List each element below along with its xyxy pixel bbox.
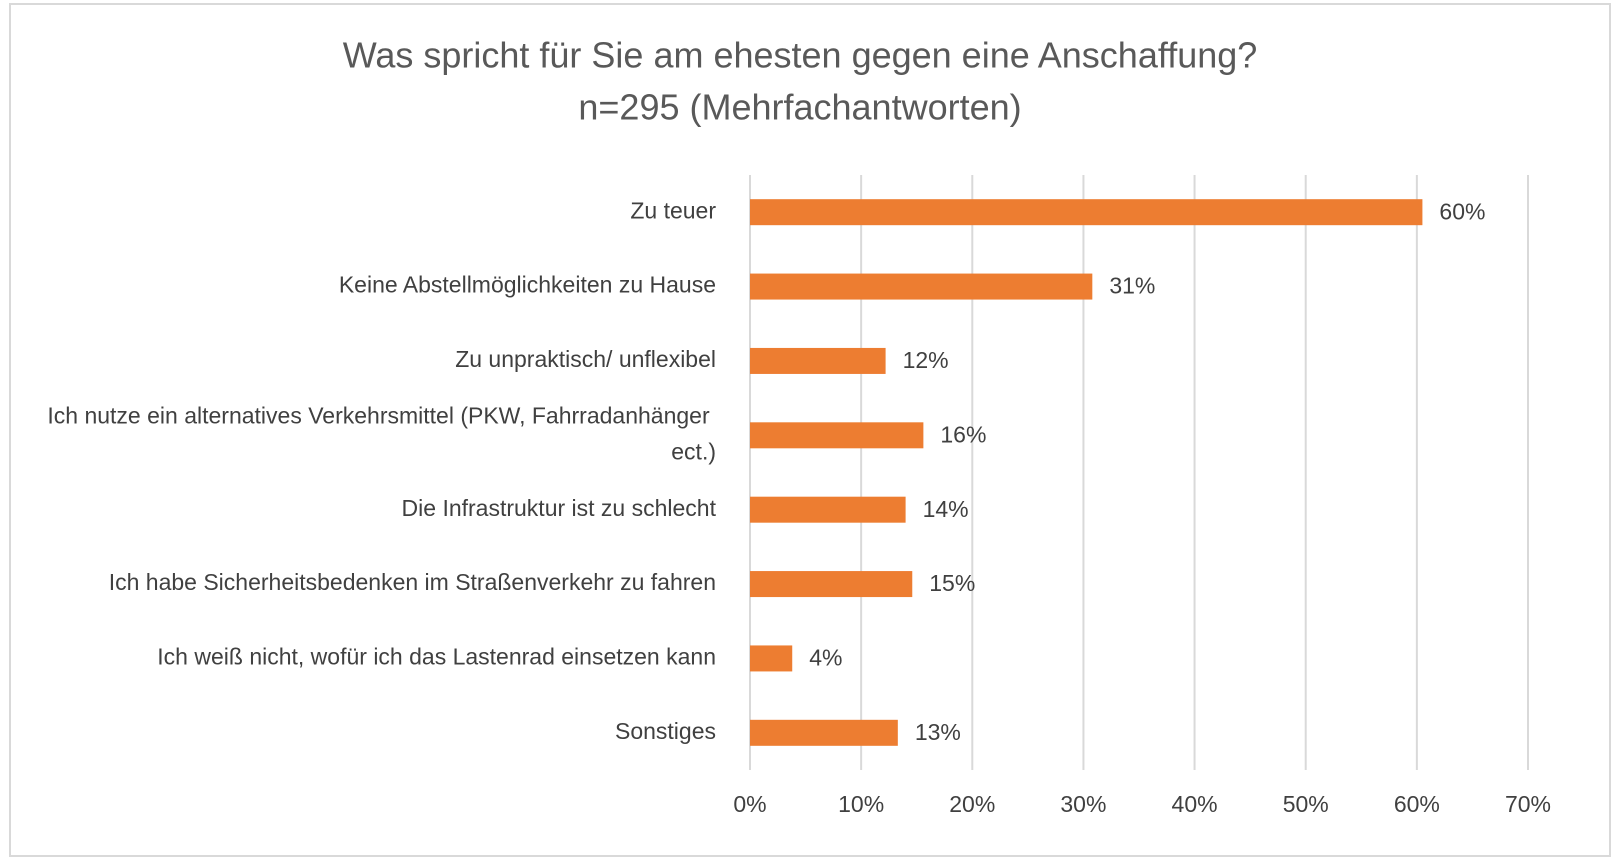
bar [750, 273, 1093, 300]
data-label: 14% [923, 496, 969, 522]
y-tick-label: Ich habe Sicherheitsbedenken im Straßenv… [109, 569, 716, 595]
x-tick-label: 40% [1172, 791, 1218, 817]
y-tick-label: Keine Abstellmöglichkeiten zu Hause [339, 272, 716, 298]
bar [750, 347, 886, 374]
data-label: 16% [940, 421, 986, 447]
bar [750, 719, 898, 746]
x-tick-label: 70% [1505, 791, 1551, 817]
data-label: 4% [809, 645, 842, 671]
data-label: 60% [1439, 198, 1485, 224]
data-label: 31% [1109, 273, 1155, 299]
y-tick-label: Die Infrastruktur ist zu schlecht [402, 495, 717, 521]
x-tick-label: 60% [1394, 791, 1440, 817]
data-label: 15% [929, 570, 975, 596]
data-label: 12% [903, 347, 949, 373]
chart-subtitle: n=295 (Mehrfachantworten) [578, 87, 1021, 128]
x-tick-label: 50% [1283, 791, 1329, 817]
bar [750, 199, 1423, 226]
bar [750, 645, 793, 672]
x-tick-label: 30% [1060, 791, 1106, 817]
y-tick-label: Ich nutze ein alternatives Verkehrsmitte… [47, 402, 716, 464]
x-tick-label: 0% [733, 791, 766, 817]
x-tick-label: 10% [838, 791, 884, 817]
bar [750, 422, 924, 449]
y-tick-label: Zu teuer [630, 197, 716, 223]
bar [750, 496, 906, 523]
y-tick-label: Sonstiges [615, 718, 716, 744]
data-label: 13% [915, 719, 961, 745]
y-tick-label: Zu unpraktisch/ unflexibel [455, 346, 716, 372]
x-tick-label: 20% [949, 791, 995, 817]
bar [750, 571, 913, 598]
y-tick-label: Ich weiß nicht, wofür ich das Lastenrad … [157, 644, 716, 670]
chart-title: Was spricht für Sie am ehesten gegen ein… [343, 35, 1258, 76]
